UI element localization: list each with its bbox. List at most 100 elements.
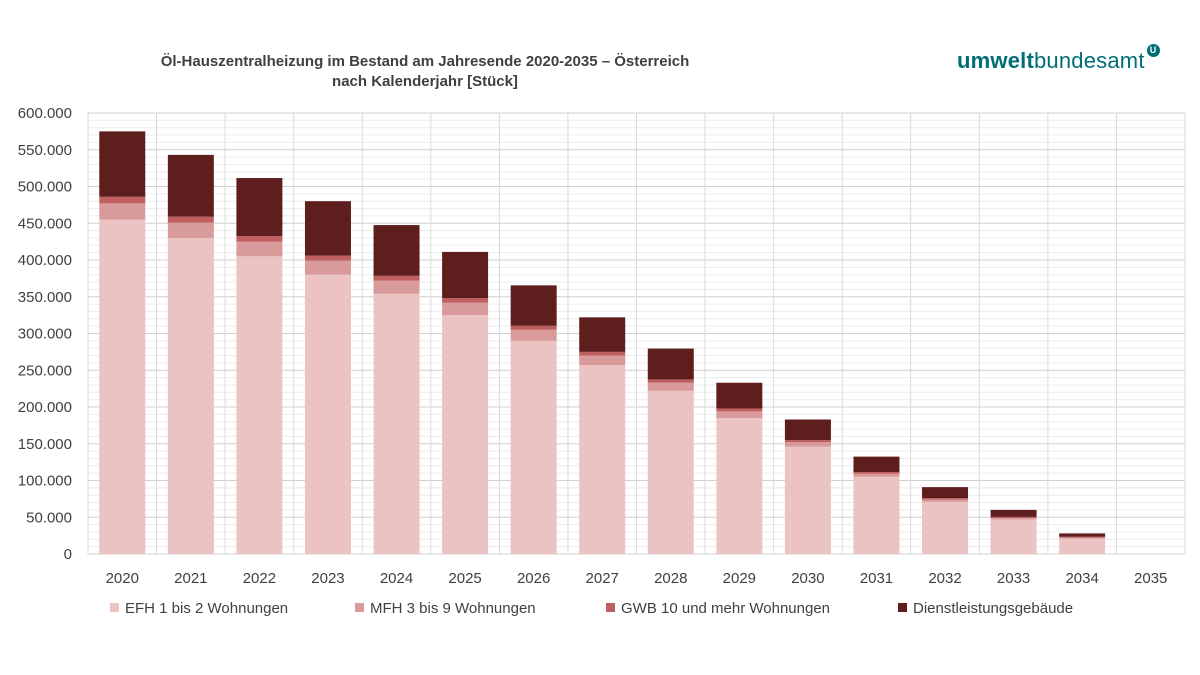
x-tick-label: 2033 xyxy=(997,570,1030,587)
x-tick-label: 2028 xyxy=(654,570,687,587)
y-tick-label: 600.000 xyxy=(18,105,72,122)
bar-segment-3 xyxy=(647,379,694,383)
bar-segment-2 xyxy=(236,241,283,257)
bar-segment-1 xyxy=(99,219,146,554)
bar-segment-2 xyxy=(853,473,900,477)
umweltbundesamt-logo: umweltbundesamt U xyxy=(957,44,1160,74)
bar-segment-3 xyxy=(990,516,1037,518)
bar-segment-1 xyxy=(373,293,420,554)
bar-segment-4 xyxy=(990,509,1037,517)
legend-label: EFH 1 bis 2 Wohnungen xyxy=(125,600,289,617)
bar-segment-4 xyxy=(853,456,900,473)
y-tick-label: 0 xyxy=(64,546,72,563)
bar-segment-3 xyxy=(784,440,831,443)
x-tick-label: 2024 xyxy=(380,570,413,587)
bar-segment-1 xyxy=(510,340,557,554)
x-tick-label: 2020 xyxy=(106,570,139,587)
y-tick-label: 450.000 xyxy=(18,215,72,232)
legend-label: GWB 10 und mehr Wohnungen xyxy=(621,600,831,617)
legend-swatch xyxy=(110,603,119,612)
bar-segment-2 xyxy=(167,222,214,238)
bar-segment-2 xyxy=(647,382,694,391)
bar-segment-3 xyxy=(304,255,351,261)
x-tick-label: 2021 xyxy=(174,570,207,587)
bar-segment-1 xyxy=(304,274,351,554)
legend-swatch xyxy=(355,603,364,612)
x-tick-label: 2026 xyxy=(517,570,550,587)
bar-segment-1 xyxy=(1059,538,1106,554)
x-tick-label: 2031 xyxy=(860,570,893,587)
bar-segment-4 xyxy=(510,285,557,326)
y-tick-label: 100.000 xyxy=(18,473,72,490)
y-tick-label: 350.000 xyxy=(18,289,72,306)
bar-segment-1 xyxy=(647,390,694,554)
bar-segment-1 xyxy=(579,365,626,554)
bar-segment-3 xyxy=(167,216,214,223)
bar-segment-4 xyxy=(922,487,969,499)
x-tick-label: 2025 xyxy=(448,570,481,587)
logo-part1: umwelt xyxy=(957,48,1034,73)
bar-segment-4 xyxy=(99,131,146,197)
y-tick-label: 250.000 xyxy=(18,362,72,379)
chart-title: Öl-Hauszentralheizung im Bestand am Jahr… xyxy=(60,52,790,92)
x-tick-label: 2022 xyxy=(243,570,276,587)
bar-segment-4 xyxy=(442,251,489,299)
x-tick-label: 2035 xyxy=(1134,570,1167,587)
bar-segment-2 xyxy=(373,280,420,294)
y-tick-label: 300.000 xyxy=(18,326,72,343)
x-tick-label: 2027 xyxy=(586,570,619,587)
bar-segment-3 xyxy=(579,351,626,356)
bar-segment-3 xyxy=(510,325,557,330)
bar-segment-2 xyxy=(304,260,351,275)
bar-segment-1 xyxy=(236,256,283,554)
bar-segment-3 xyxy=(99,196,146,204)
y-tick-label: 200.000 xyxy=(18,399,72,416)
x-tick-label: 2032 xyxy=(928,570,961,587)
legend-item: EFH 1 bis 2 Wohnungen xyxy=(110,600,288,617)
legend-swatch xyxy=(606,603,615,612)
bar-segment-1 xyxy=(853,476,900,554)
legend-label: MFH 3 bis 9 Wohnungen xyxy=(370,600,536,617)
bar-segment-3 xyxy=(922,498,969,500)
bar-segment-3 xyxy=(853,472,900,474)
y-tick-label: 500.000 xyxy=(18,179,72,196)
bar-segment-2 xyxy=(442,302,489,316)
logo-part2: bundesamt xyxy=(1034,48,1145,73)
bar-segment-4 xyxy=(647,348,694,380)
bar-segment-3 xyxy=(442,298,489,303)
bar-segment-2 xyxy=(510,329,557,341)
legend-swatch xyxy=(898,603,907,612)
x-tick-label: 2023 xyxy=(311,570,344,587)
x-tick-label: 2030 xyxy=(791,570,824,587)
bar-segment-1 xyxy=(990,519,1037,554)
bar-segment-2 xyxy=(922,499,969,502)
x-tick-label: 2029 xyxy=(723,570,756,587)
bar-segment-4 xyxy=(167,154,214,217)
bar-segment-2 xyxy=(716,411,763,419)
legend-item: Dienstleistungsgebäude xyxy=(898,600,1073,617)
y-tick-label: 550.000 xyxy=(18,142,72,159)
y-tick-label: 50.000 xyxy=(26,509,72,526)
bar-segment-1 xyxy=(716,418,763,554)
bar-segment-1 xyxy=(167,237,214,554)
bar-segment-2 xyxy=(99,203,146,220)
chart-title-line1: Öl-Hauszentralheizung im Bestand am Jahr… xyxy=(160,53,690,70)
bar-segment-3 xyxy=(716,408,763,412)
bar-segment-3 xyxy=(1059,536,1106,538)
bar-segment-2 xyxy=(990,517,1037,520)
y-tick-label: 150.000 xyxy=(18,436,72,453)
bar-segment-3 xyxy=(236,236,283,242)
bar-segment-1 xyxy=(922,501,969,554)
bar-segment-4 xyxy=(304,201,351,256)
bar-segment-4 xyxy=(1059,533,1106,537)
bar-segment-2 xyxy=(784,442,831,447)
x-tick-label: 2034 xyxy=(1065,570,1098,587)
legend-item: GWB 10 und mehr Wohnungen xyxy=(606,600,830,617)
bar-segment-4 xyxy=(579,317,626,352)
bar-segment-4 xyxy=(784,419,831,441)
legend-label: Dienstleistungsgebäude xyxy=(913,600,1074,617)
logo-mark-icon: U xyxy=(1146,44,1160,57)
bar-segment-3 xyxy=(373,275,420,281)
legend-item: MFH 3 bis 9 Wohnungen xyxy=(355,600,536,617)
